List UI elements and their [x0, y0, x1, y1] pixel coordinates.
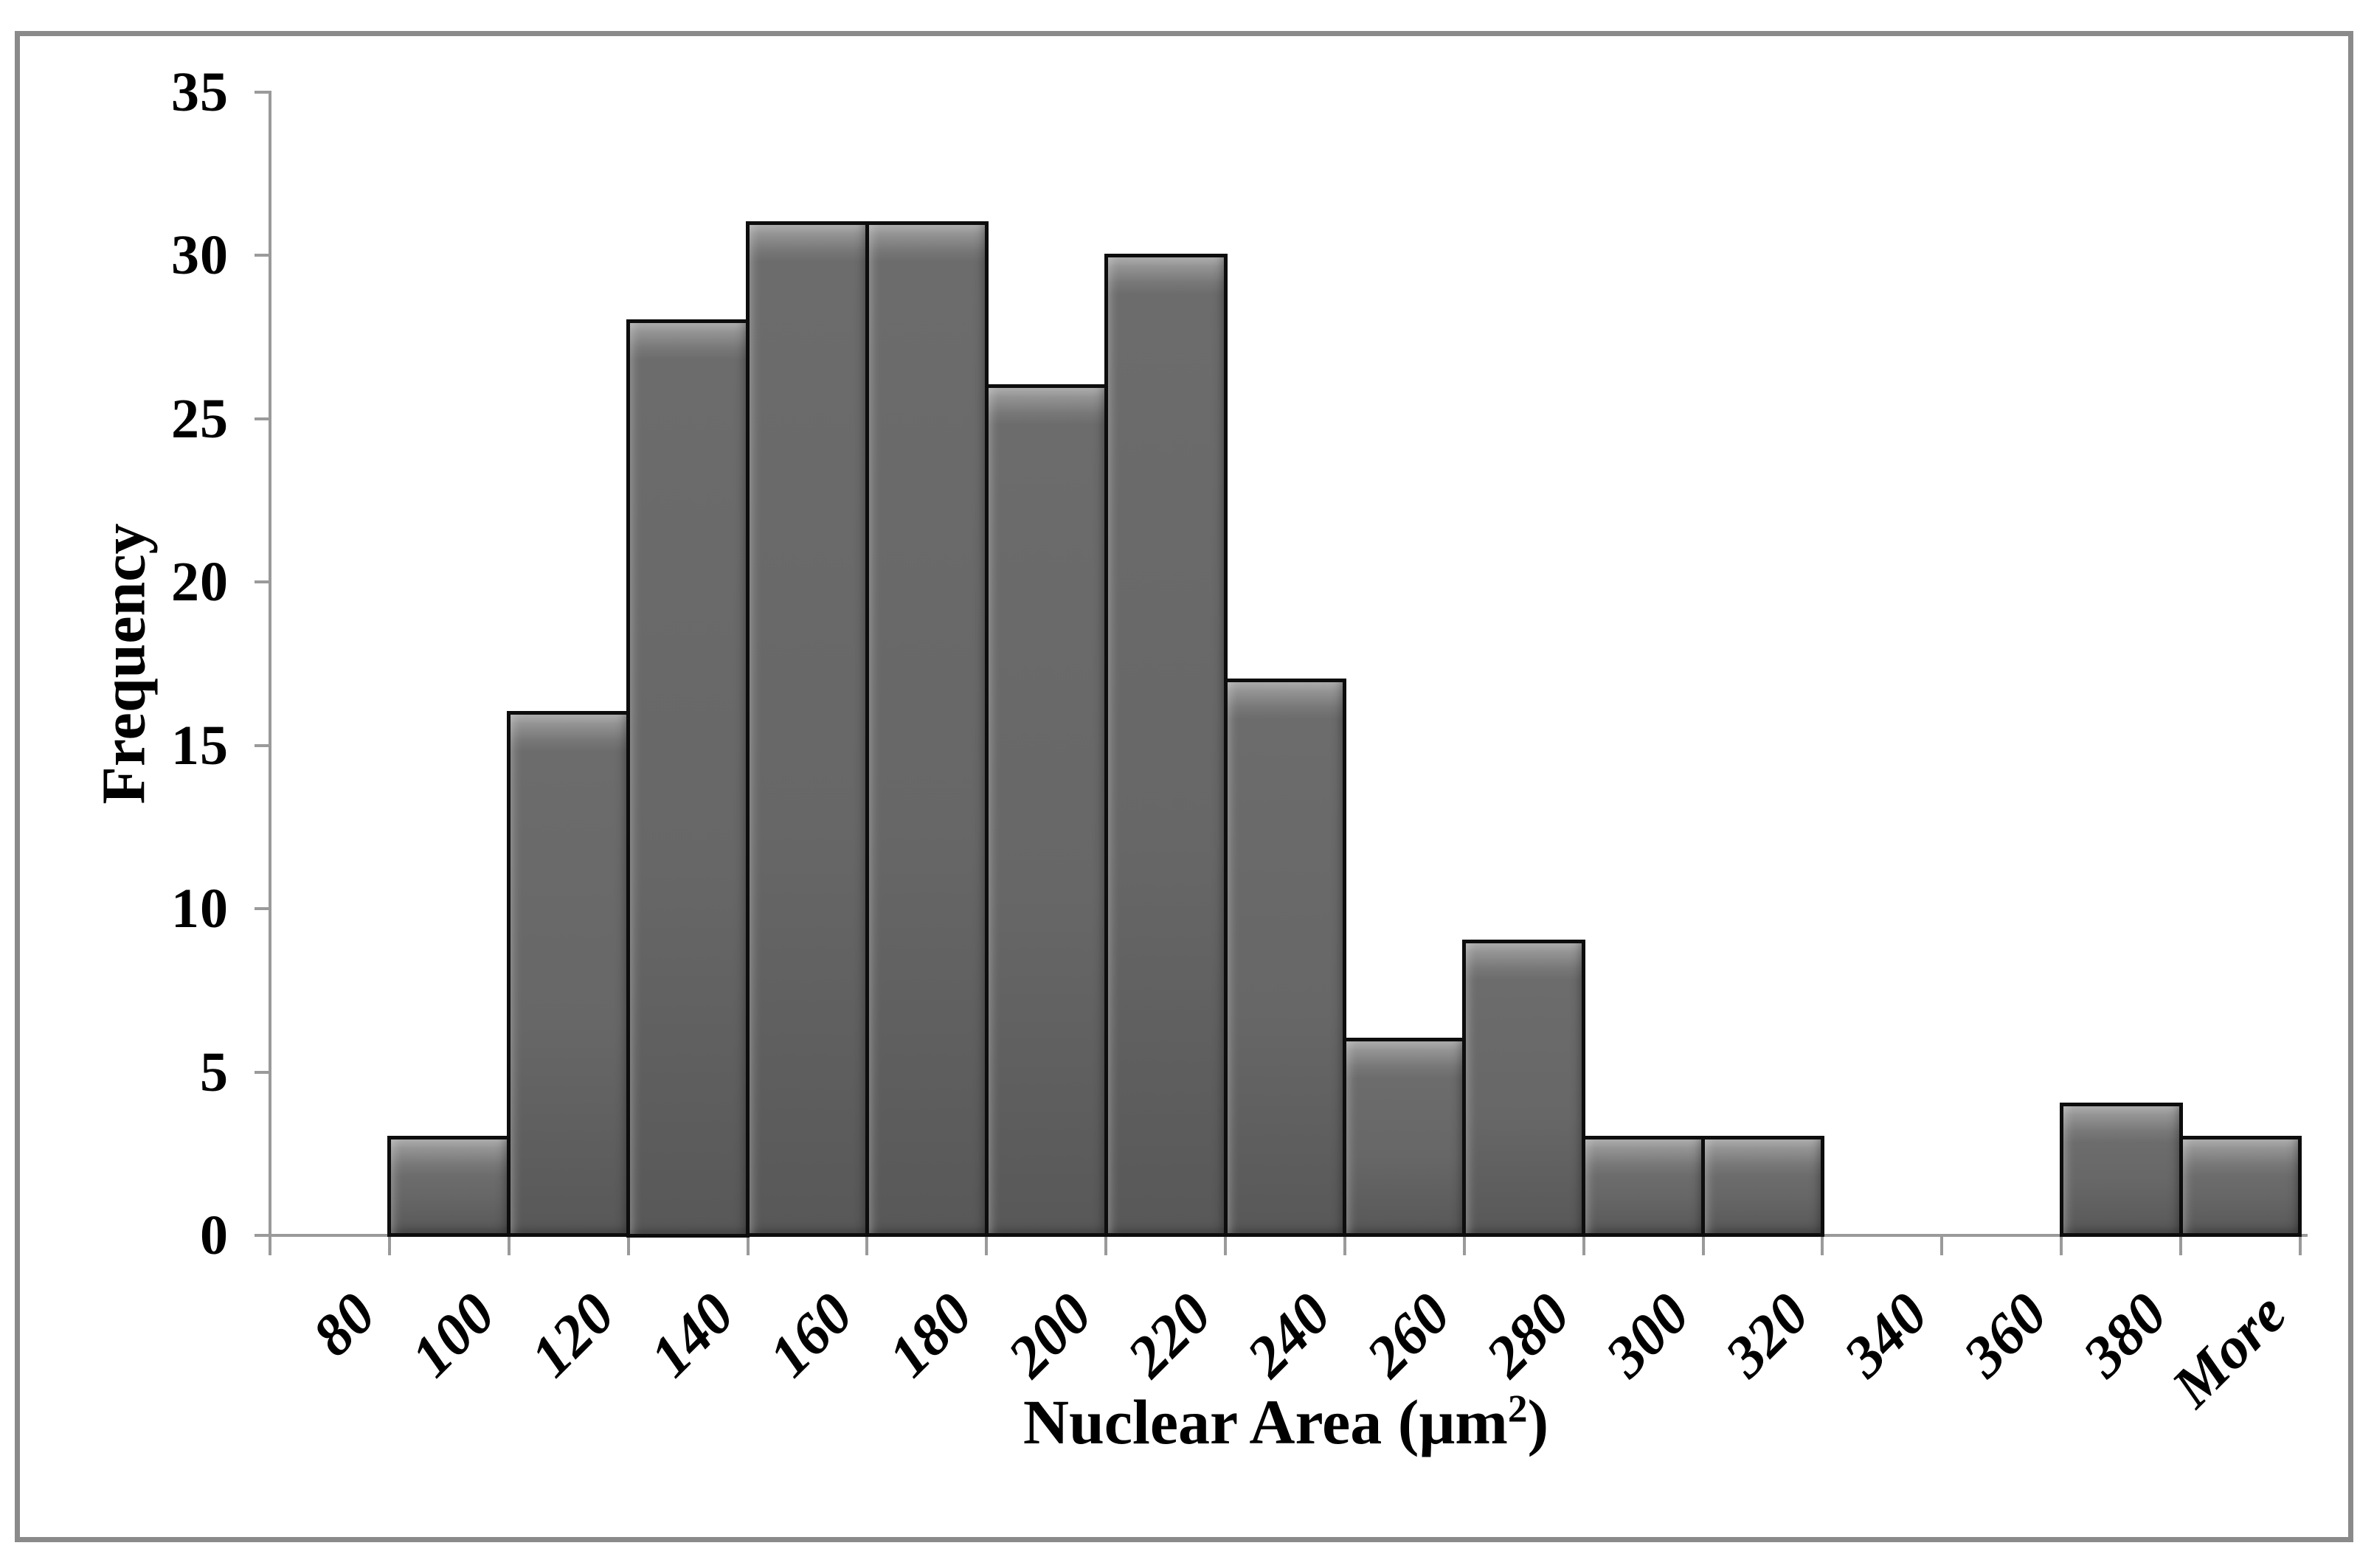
x-tick	[2179, 1235, 2183, 1255]
x-tick	[269, 1235, 271, 1255]
x-tick	[985, 1235, 989, 1255]
x-axis-title-text: Nuclear Area (μm	[1022, 1387, 1508, 1457]
y-axis-title: Frequency	[89, 523, 159, 805]
bar-220	[1104, 253, 1228, 1238]
bar-200	[984, 384, 1108, 1238]
y-tick	[255, 417, 270, 420]
x-tick	[1940, 1235, 1944, 1255]
x-tick	[2060, 1235, 2063, 1255]
y-tick-label: 0	[200, 1204, 229, 1266]
y-tick	[255, 1070, 270, 1074]
x-tick	[746, 1235, 750, 1255]
y-tick	[255, 580, 270, 584]
bar-380	[2059, 1103, 2183, 1238]
y-tick-label: 20	[171, 551, 229, 614]
bar-160	[746, 221, 869, 1238]
y-tick-label: 15	[171, 714, 229, 777]
y-tick-label: 30	[171, 224, 229, 287]
y-tick-label: 10	[171, 878, 229, 940]
y-tick-label: 25	[171, 387, 229, 450]
x-tick	[1701, 1235, 1705, 1255]
bar-260	[1343, 1037, 1467, 1238]
x-tick	[1343, 1235, 1346, 1255]
y-tick	[255, 254, 270, 257]
y-axis-line	[269, 91, 271, 1237]
bar-120	[507, 710, 631, 1238]
x-tick	[1224, 1235, 1228, 1255]
bar-More	[2179, 1135, 2302, 1238]
bar-100	[387, 1135, 511, 1238]
bar-240	[1223, 678, 1347, 1238]
x-tick	[1462, 1235, 1466, 1255]
y-tick	[255, 743, 270, 747]
y-tick-label: 35	[171, 61, 229, 123]
x-tick	[1821, 1235, 1824, 1255]
x-axis-title: Nuclear Area (μm2)	[1023, 1385, 1548, 1459]
x-tick	[1104, 1235, 1108, 1255]
bar-280	[1462, 939, 1586, 1238]
y-tick	[255, 91, 270, 94]
x-tick	[1582, 1235, 1585, 1255]
x-tick	[865, 1235, 869, 1255]
bar-180	[865, 221, 989, 1238]
bar-140	[626, 319, 750, 1238]
x-axis-title-suffix: )	[1527, 1387, 1549, 1457]
x-tick	[2299, 1235, 2302, 1255]
x-tick	[387, 1235, 391, 1255]
x-tick	[626, 1235, 630, 1255]
bar-300	[1582, 1135, 1706, 1238]
x-axis-title-superscript: 2	[1507, 1386, 1528, 1431]
y-tick-label: 5	[200, 1041, 229, 1103]
x-tick	[507, 1235, 511, 1255]
y-tick	[255, 907, 270, 911]
bar-320	[1701, 1135, 1824, 1238]
